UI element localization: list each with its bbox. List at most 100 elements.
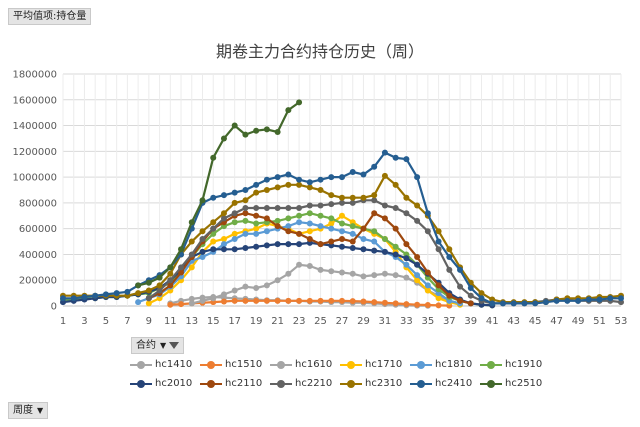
data-point bbox=[274, 184, 281, 191]
data-point bbox=[371, 210, 378, 217]
data-point bbox=[156, 274, 163, 281]
legend-item[interactable]: hc1510 bbox=[200, 355, 270, 374]
data-point bbox=[231, 189, 238, 196]
data-point bbox=[210, 295, 217, 302]
legend-item[interactable]: hc2410 bbox=[410, 374, 480, 393]
data-point bbox=[424, 228, 431, 235]
legend-swatch bbox=[340, 379, 362, 389]
data-point bbox=[274, 174, 281, 181]
legend-item[interactable]: hc2010 bbox=[130, 374, 200, 393]
data-point bbox=[242, 210, 249, 217]
data-point bbox=[263, 242, 270, 249]
data-point bbox=[403, 210, 410, 217]
legend-item[interactable]: hc2210 bbox=[270, 374, 340, 393]
data-point bbox=[296, 297, 303, 304]
legend-swatch bbox=[270, 360, 292, 370]
data-point bbox=[414, 174, 421, 181]
data-point bbox=[489, 300, 496, 307]
data-point bbox=[435, 228, 442, 235]
data-point bbox=[81, 293, 88, 300]
y-tick-label: 800000 bbox=[19, 198, 57, 209]
data-point bbox=[618, 295, 624, 302]
data-point bbox=[231, 287, 238, 294]
data-point bbox=[306, 210, 313, 217]
legend-item[interactable]: hc1710 bbox=[340, 355, 410, 374]
x-tick-label: 19 bbox=[250, 316, 263, 327]
data-point bbox=[306, 235, 313, 242]
legend-item[interactable]: hc2110 bbox=[200, 374, 270, 393]
y-tick-label: 600000 bbox=[19, 224, 57, 235]
chart-title: 期卷主力合约持仓历史（周） bbox=[215, 42, 424, 61]
x-tick-label: 49 bbox=[572, 316, 585, 327]
legend-item[interactable]: hc2310 bbox=[340, 374, 410, 393]
data-point bbox=[210, 154, 217, 161]
y-tick-label: 1200000 bbox=[12, 147, 57, 158]
legend-label: hc1410 bbox=[155, 359, 193, 370]
pivot-row-field-button[interactable]: 周度 ▼ bbox=[8, 402, 49, 419]
data-point bbox=[253, 189, 260, 196]
data-point bbox=[231, 199, 238, 206]
data-point bbox=[60, 295, 66, 302]
data-point bbox=[542, 299, 549, 306]
legend-label: hc2010 bbox=[155, 378, 193, 389]
data-point bbox=[167, 270, 174, 277]
data-point bbox=[585, 296, 592, 303]
data-point bbox=[231, 235, 238, 242]
data-point bbox=[231, 246, 238, 253]
data-point bbox=[231, 122, 238, 129]
data-point bbox=[435, 302, 442, 309]
data-point bbox=[220, 246, 227, 253]
data-point bbox=[113, 290, 120, 297]
y-tick-label: 1800000 bbox=[12, 70, 57, 81]
data-point bbox=[596, 296, 603, 303]
data-point bbox=[220, 192, 227, 199]
data-point bbox=[145, 295, 152, 302]
data-point bbox=[285, 297, 292, 304]
data-point bbox=[349, 230, 356, 237]
data-point bbox=[145, 300, 152, 307]
data-point bbox=[339, 174, 345, 181]
x-tick-label: 43 bbox=[507, 316, 520, 327]
data-point bbox=[285, 205, 292, 212]
data-point bbox=[296, 181, 303, 188]
legend-item[interactable]: hc1910 bbox=[480, 355, 550, 374]
data-point bbox=[253, 181, 260, 188]
legend-swatch bbox=[270, 379, 292, 389]
data-point bbox=[360, 235, 367, 242]
data-point bbox=[274, 205, 281, 212]
x-tick-label: 47 bbox=[550, 316, 563, 327]
pivot-value-field-button[interactable]: 平均值项:持仓量 bbox=[8, 8, 92, 25]
data-point bbox=[274, 217, 281, 224]
data-point bbox=[457, 297, 464, 304]
x-tick-label: 37 bbox=[443, 316, 456, 327]
data-point bbox=[317, 297, 324, 304]
legend-item[interactable]: hc1810 bbox=[410, 355, 480, 374]
data-point bbox=[392, 225, 399, 232]
data-point bbox=[253, 243, 260, 250]
legend-item[interactable]: hc2510 bbox=[480, 374, 550, 393]
legend-swatch bbox=[480, 360, 502, 370]
x-tick-label: 39 bbox=[464, 316, 477, 327]
data-point bbox=[296, 230, 303, 237]
data-point bbox=[371, 238, 378, 245]
data-point bbox=[328, 268, 335, 275]
data-point bbox=[435, 282, 442, 289]
data-point bbox=[253, 212, 260, 219]
data-point bbox=[339, 235, 345, 242]
data-point bbox=[371, 247, 378, 254]
data-point bbox=[285, 228, 292, 235]
y-tick-label: 400000 bbox=[19, 250, 57, 261]
data-point bbox=[424, 282, 431, 289]
data-point bbox=[457, 283, 464, 290]
dropdown-icon: ▼ bbox=[160, 341, 167, 350]
data-point bbox=[403, 241, 410, 248]
data-point bbox=[296, 205, 303, 212]
data-point bbox=[392, 181, 399, 188]
legend-item[interactable]: hc1610 bbox=[270, 355, 340, 374]
legend-label: hc1910 bbox=[505, 359, 543, 370]
pivot-column-field-button[interactable]: 合约 ▼ bbox=[131, 337, 185, 354]
legend-item[interactable]: hc1410 bbox=[130, 355, 200, 374]
data-point bbox=[242, 230, 249, 237]
data-point bbox=[220, 298, 227, 305]
data-point bbox=[296, 219, 303, 226]
